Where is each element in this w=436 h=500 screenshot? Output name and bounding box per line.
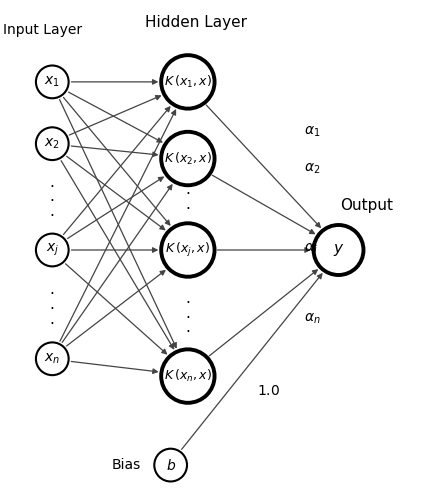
- Text: .: .: [50, 190, 54, 204]
- Text: $b$: $b$: [166, 458, 176, 472]
- Ellipse shape: [161, 224, 215, 276]
- Text: .: .: [50, 312, 54, 326]
- Text: $\alpha_1$: $\alpha_1$: [304, 124, 320, 138]
- Text: .: .: [185, 320, 190, 336]
- Text: .: .: [185, 182, 190, 197]
- Text: Hidden Layer: Hidden Layer: [146, 15, 248, 30]
- Text: $1.0$: $1.0$: [257, 384, 280, 398]
- Text: .: .: [50, 174, 54, 190]
- Text: $K\,(x_2, x)$: $K\,(x_2, x)$: [164, 150, 212, 166]
- Text: $K\,(x_j, x)$: $K\,(x_j, x)$: [165, 241, 210, 259]
- Text: .: .: [185, 212, 190, 226]
- Text: $x_1$: $x_1$: [44, 74, 60, 89]
- Text: $K\,(x_1, x)$: $K\,(x_1, x)$: [164, 74, 212, 90]
- Text: .: .: [185, 290, 190, 306]
- Ellipse shape: [161, 55, 215, 108]
- Ellipse shape: [313, 225, 364, 275]
- Ellipse shape: [154, 448, 187, 482]
- Text: $\alpha_2$: $\alpha_2$: [304, 161, 320, 176]
- Ellipse shape: [161, 132, 215, 186]
- Ellipse shape: [36, 342, 68, 375]
- Ellipse shape: [161, 350, 215, 403]
- Text: Bias: Bias: [111, 458, 140, 472]
- Text: $y$: $y$: [333, 242, 344, 258]
- Text: .: .: [185, 197, 190, 212]
- Text: $x_j$: $x_j$: [46, 242, 59, 258]
- Ellipse shape: [36, 234, 68, 266]
- Text: .: .: [50, 297, 54, 312]
- Text: $\alpha_j$: $\alpha_j$: [304, 242, 318, 258]
- Text: $x_2$: $x_2$: [44, 136, 60, 151]
- Text: Input Layer: Input Layer: [3, 23, 82, 37]
- Ellipse shape: [36, 128, 68, 160]
- Text: $x_n$: $x_n$: [44, 352, 60, 366]
- Text: .: .: [50, 282, 54, 297]
- Text: $\alpha_n$: $\alpha_n$: [304, 312, 321, 326]
- Text: .: .: [50, 204, 54, 219]
- Ellipse shape: [36, 66, 68, 98]
- Text: $K\,(x_n, x)$: $K\,(x_n, x)$: [164, 368, 212, 384]
- Text: Output: Output: [340, 198, 393, 213]
- Text: .: .: [185, 306, 190, 320]
